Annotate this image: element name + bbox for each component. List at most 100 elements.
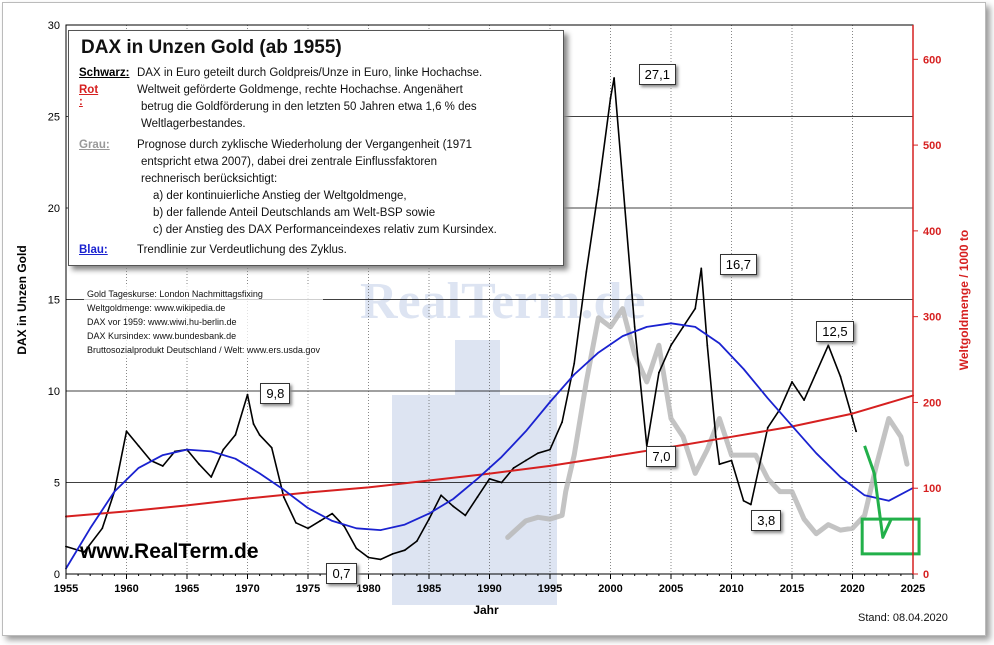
data-point-dax-gold <box>749 503 752 506</box>
data-point-dax-gold <box>682 326 684 328</box>
legend-text-grau-1: Prognose durch zyklische Wiederholung de… <box>137 139 472 151</box>
data-point-dax-gold <box>101 527 104 530</box>
data-point-dax-gold <box>803 399 805 402</box>
x-tick-label: 1980 <box>356 583 380 595</box>
data-point-dax-gold <box>633 326 636 328</box>
data-point-dax-gold <box>83 551 86 553</box>
value-callout: 12,5 <box>816 321 854 343</box>
data-point-dax-gold <box>670 344 672 347</box>
series-line-world-gold <box>65 394 914 518</box>
legend-text-grau-a: a) der kontinuierliche Anstieg der Weltg… <box>153 190 407 202</box>
data-point-dax-gold <box>827 344 830 347</box>
data-point-dax-gold <box>730 459 733 462</box>
data-point-dax-gold <box>367 556 370 559</box>
watermark-tower <box>455 340 500 430</box>
data-point-dax-gold <box>416 540 418 542</box>
legend-text-schwarz: DAX in Euro geteilt durch Goldpreis/Unze… <box>137 67 483 79</box>
data-point-dax-gold <box>428 518 430 520</box>
value-callout: 7,0 <box>646 445 677 467</box>
data-point-dax-gold <box>246 393 249 396</box>
source-line: Gold Tageskurse: London Nachmittagsfixin… <box>87 289 263 299</box>
y-tick-label-left: 0 <box>54 569 60 581</box>
data-point-dax-gold <box>319 520 321 522</box>
y-tick-label-right: 400 <box>923 226 941 238</box>
legend-text-grau-2: entspricht etwa 2007), dabei drei zentra… <box>141 156 437 168</box>
y-tick-label-left: 30 <box>48 20 60 32</box>
data-point-dax-gold <box>742 499 745 502</box>
y-tick-label-right: 200 <box>923 397 941 409</box>
y-tick-label-left: 10 <box>48 386 60 398</box>
data-point-dax-gold <box>613 77 616 79</box>
data-point-dax-gold <box>714 435 717 438</box>
x-tick-label: 1995 <box>538 583 562 595</box>
series-line-forecast <box>505 306 910 540</box>
legend-text-rot-1: Weltweit geförderte Goldmenge, rechte Ho… <box>137 84 463 96</box>
data-point-dax-gold <box>851 417 854 420</box>
data-point-dax-gold <box>137 445 140 447</box>
data-point-dax-gold <box>694 307 697 310</box>
legend-text-blau: Trendlinie zur Verdeutlichung des Zyklus… <box>137 244 347 256</box>
data-point-dax-gold <box>295 521 297 524</box>
y-tick-label-left: 5 <box>54 478 60 490</box>
x-tick-label: 2000 <box>598 583 622 595</box>
data-point-dax-gold <box>609 97 612 100</box>
x-tick-label: 2025 <box>901 583 925 595</box>
data-point-dax-gold <box>524 459 527 462</box>
x-tick-label: 1965 <box>175 583 199 595</box>
data-point-dax-gold <box>839 375 842 378</box>
data-point-dax-gold <box>210 476 213 478</box>
data-point-dax-gold <box>585 271 588 273</box>
value-callout: 0,7 <box>326 563 357 585</box>
source-line: DAX Kursindex: www.bundesbank.de <box>87 331 237 341</box>
source-line: Bruttosozialprodukt Deutschland / Welt: … <box>87 345 320 355</box>
legend-text-rot-2: betrug die Goldförderung in den letzten … <box>141 101 477 113</box>
value-callout: 3,8 <box>751 510 782 532</box>
data-point-dax-gold <box>488 477 491 480</box>
y-tick-label-left: 15 <box>48 295 60 307</box>
legend-key-rot: Rot : <box>79 84 99 108</box>
legend-text-rot-3: Weltlagerbestandes. <box>141 118 246 130</box>
data-point-dax-gold <box>403 549 406 552</box>
data-point-dax-gold <box>391 552 394 555</box>
x-tick-label: 1955 <box>54 583 78 595</box>
data-point-dax-gold <box>561 421 563 424</box>
legend-text-grau-c: c) der Anstieg des DAX Performanceindexe… <box>153 224 497 236</box>
value-callout: 16,7 <box>719 254 758 276</box>
value-callout: 9,8 <box>260 382 291 404</box>
series-group <box>65 77 921 570</box>
data-point-dax-gold <box>464 514 467 517</box>
y-tick-label-right: 0 <box>923 569 929 581</box>
x-tick-label: 1970 <box>235 583 259 595</box>
data-point-dax-gold <box>706 344 709 347</box>
data-point-dax-gold <box>779 408 781 411</box>
x-tick-label: 1985 <box>417 583 441 595</box>
y-axis-label-right: Weltgoldmenge / 1000 to <box>957 230 971 370</box>
legend-text-grau-b: b) der fallende Anteil Deutschlands am W… <box>153 207 436 219</box>
data-point-dax-gold <box>476 496 479 499</box>
y-tick-label-right: 500 <box>923 140 941 152</box>
series-line-trend <box>65 322 914 570</box>
data-point-dax-gold <box>343 525 346 528</box>
y-axis-label-left: DAX in Unzen Gold <box>15 245 29 354</box>
data-point-dax-gold <box>855 430 858 433</box>
data-point-dax-gold <box>307 527 309 530</box>
legend-key-schwarz: Schwarz: <box>79 67 130 79</box>
x-tick-label: 2015 <box>780 583 804 595</box>
data-point-dax-gold <box>355 547 358 550</box>
forecast-box <box>860 517 921 556</box>
chart-title: DAX in Unzen Gold (ab 1955) <box>81 37 342 58</box>
data-point-dax-gold <box>270 446 273 449</box>
data-point-dax-gold <box>252 423 255 425</box>
data-point-dax-gold <box>452 505 455 508</box>
x-tick-label: 1975 <box>296 583 320 595</box>
legend-box: DAX in Unzen Gold (ab 1955) Schwarz: DAX… <box>68 30 564 266</box>
legend-key-blau: Blau: <box>79 244 108 256</box>
data-point-dax-gold <box>440 494 442 497</box>
x-tick-label: 2010 <box>719 583 743 595</box>
data-point-dax-gold <box>754 481 757 484</box>
data-point-dax-gold <box>573 362 576 365</box>
data-point-dax-gold <box>258 434 261 436</box>
data-point-dax-gold <box>718 463 721 466</box>
data-point-dax-gold <box>125 430 128 433</box>
